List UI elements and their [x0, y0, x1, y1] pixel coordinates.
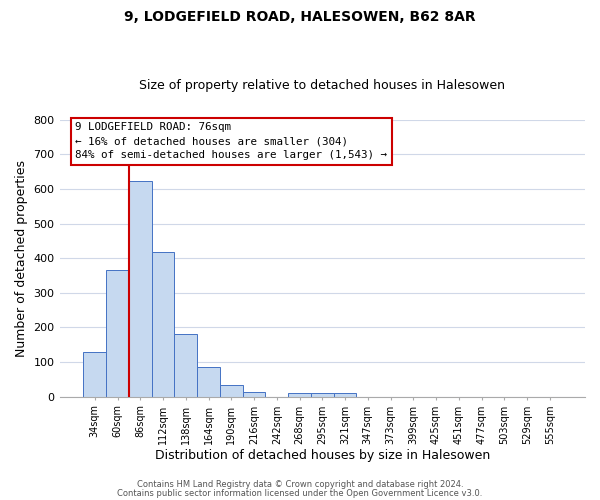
Text: Contains HM Land Registry data © Crown copyright and database right 2024.: Contains HM Land Registry data © Crown c… — [137, 480, 463, 489]
Bar — [334, 394, 356, 397]
Bar — [220, 384, 242, 397]
X-axis label: Distribution of detached houses by size in Halesowen: Distribution of detached houses by size … — [155, 450, 490, 462]
Bar — [311, 394, 334, 397]
Bar — [106, 270, 129, 397]
Bar — [197, 368, 220, 397]
Bar — [288, 394, 311, 397]
Text: Contains public sector information licensed under the Open Government Licence v3: Contains public sector information licen… — [118, 489, 482, 498]
Text: 9, LODGEFIELD ROAD, HALESOWEN, B62 8AR: 9, LODGEFIELD ROAD, HALESOWEN, B62 8AR — [124, 10, 476, 24]
Text: 9 LODGEFIELD ROAD: 76sqm
← 16% of detached houses are smaller (304)
84% of semi-: 9 LODGEFIELD ROAD: 76sqm ← 16% of detach… — [76, 122, 388, 160]
Bar — [152, 252, 175, 397]
Bar — [175, 334, 197, 397]
Bar — [83, 352, 106, 397]
Bar — [242, 392, 265, 397]
Title: Size of property relative to detached houses in Halesowen: Size of property relative to detached ho… — [139, 79, 505, 92]
Y-axis label: Number of detached properties: Number of detached properties — [15, 160, 28, 356]
Bar — [129, 181, 152, 397]
